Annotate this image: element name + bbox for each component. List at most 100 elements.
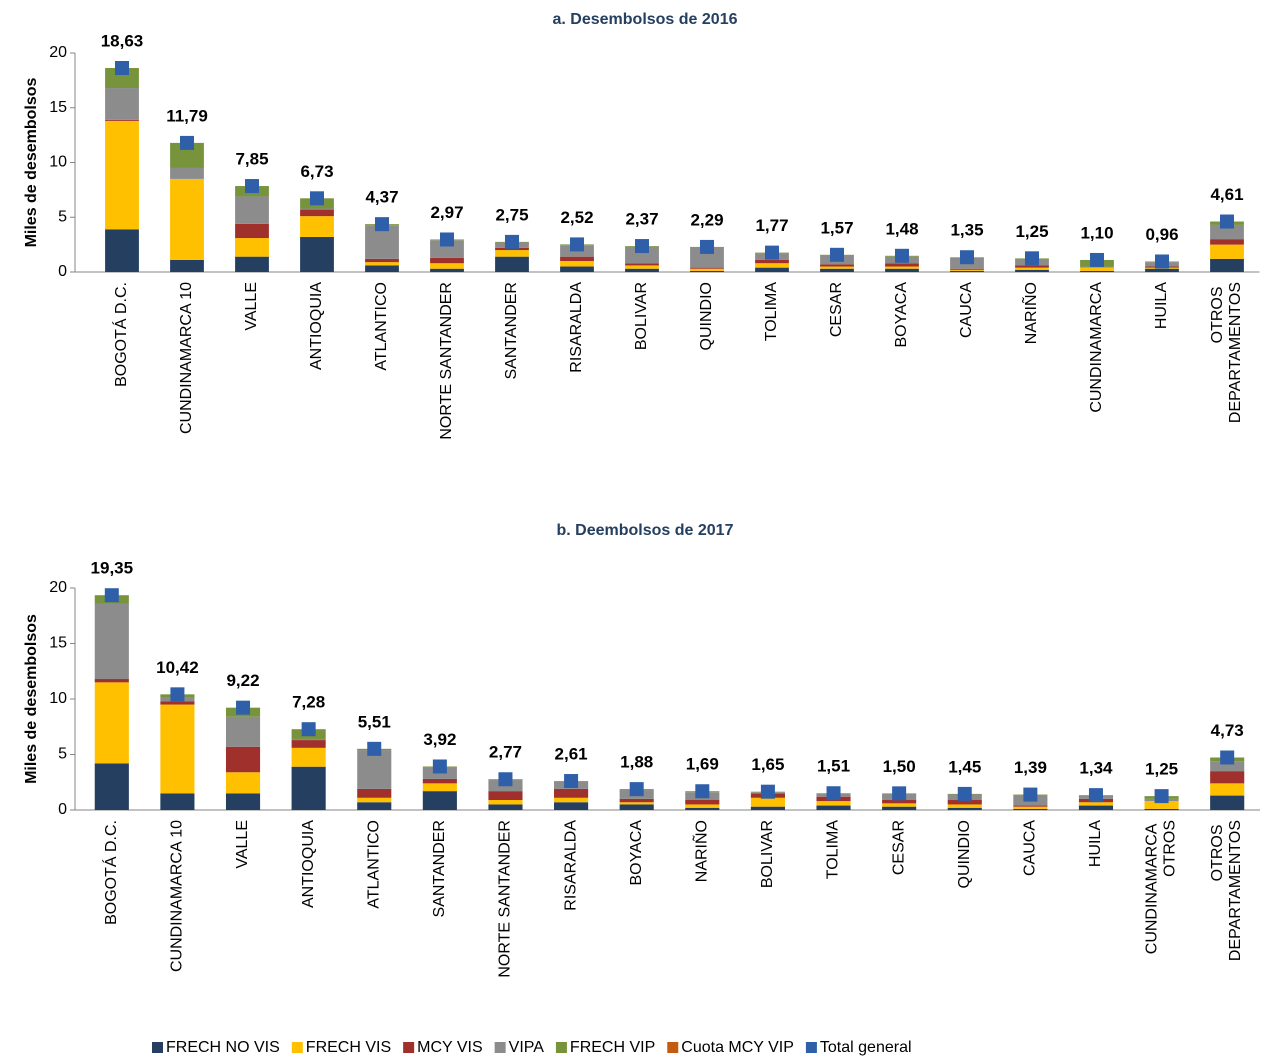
bar-segment xyxy=(1210,783,1245,796)
x-tick-label: QUINDIO xyxy=(956,820,973,888)
total-marker xyxy=(1220,214,1234,229)
bar-segment xyxy=(690,267,724,269)
y-tick-label: 0 xyxy=(58,801,67,818)
bar-segment xyxy=(619,802,654,805)
bar-segment xyxy=(1015,267,1049,270)
data-label: 1,65 xyxy=(751,755,784,774)
bar-segment xyxy=(625,265,659,269)
total-marker xyxy=(564,774,579,789)
data-label: 1,34 xyxy=(1079,759,1113,778)
data-label: 19,35 xyxy=(91,559,134,578)
y-axis-label: Miles de desembolsos xyxy=(23,614,40,784)
total-marker xyxy=(375,217,389,232)
bar-segment xyxy=(690,270,724,272)
bar-segment xyxy=(1078,805,1114,810)
x-tick-group: CUNDINAMARCA xyxy=(1088,282,1105,413)
bar-segment xyxy=(495,256,529,272)
bar-segment xyxy=(365,265,399,272)
total-marker xyxy=(1220,750,1235,765)
bar-segment xyxy=(300,208,334,210)
bar-segment xyxy=(300,209,334,217)
chart-title: b. Deembolsos de 2017 xyxy=(557,522,734,539)
y-tick-label: 0 xyxy=(58,263,67,280)
bar-segment xyxy=(560,266,594,272)
total-marker xyxy=(1025,251,1039,266)
total-marker xyxy=(440,232,454,247)
bar-segment xyxy=(750,797,785,807)
total-marker xyxy=(760,784,775,799)
x-tick-label: OTROS DEPARTAMENTOS xyxy=(1209,282,1244,423)
bar-segment xyxy=(1210,761,1245,772)
x-tick-label: CESAR xyxy=(828,282,845,337)
bar-segment xyxy=(625,268,659,272)
bar-segment xyxy=(554,797,589,803)
bar-segment xyxy=(160,704,195,794)
x-tick-group: VALLE xyxy=(243,282,260,331)
bar-segment xyxy=(1015,265,1049,268)
bar-segment xyxy=(685,800,720,805)
x-tick-label: ATLANTICO xyxy=(365,820,382,909)
y-tick-label: 5 xyxy=(58,746,67,763)
data-label: 1,39 xyxy=(1014,758,1047,777)
y-tick-label: 15 xyxy=(49,99,67,116)
total-marker xyxy=(765,245,779,260)
data-label: 1,77 xyxy=(755,216,788,235)
bar-segment xyxy=(105,68,139,89)
x-tick-label: ANTIOQUIA xyxy=(308,282,325,370)
bar-segment xyxy=(430,263,464,269)
x-tick-group: CESAR xyxy=(828,282,845,337)
x-tick-group: VALLE xyxy=(234,820,251,869)
legend-label: MCY VIS xyxy=(417,1039,483,1056)
x-tick-label: NARIÑO xyxy=(1020,282,1040,344)
bar-segment xyxy=(225,716,261,747)
y-tick-label: 20 xyxy=(49,579,67,596)
bar-segment xyxy=(947,804,982,808)
bar-segment xyxy=(619,804,654,810)
legend-swatch xyxy=(403,1042,415,1053)
bar-segment xyxy=(170,167,204,179)
legend-label: Total general xyxy=(820,1039,912,1056)
bar-segment xyxy=(947,800,982,805)
total-marker xyxy=(892,786,907,801)
x-tick-group: OTROS DEPARTAMENTOS xyxy=(1209,282,1244,423)
y-tick-label: 5 xyxy=(58,208,67,225)
bar-segment xyxy=(755,267,789,272)
x-tick-label: ATLANTICO xyxy=(373,282,390,371)
bar-segment xyxy=(690,268,724,271)
x-tick-group: NARIÑO xyxy=(1020,282,1040,344)
x-tick-label: CUNDINAMARCA 10 xyxy=(169,820,186,972)
data-label: 2,97 xyxy=(430,203,463,222)
total-marker xyxy=(695,784,710,799)
x-tick-label: CUNDINAMARCA xyxy=(1088,282,1105,413)
total-marker xyxy=(432,759,447,774)
bar-segment xyxy=(357,802,392,810)
data-label: 1,10 xyxy=(1080,223,1113,242)
x-tick-group: ANTIOQUIA xyxy=(300,820,317,908)
bar-segment xyxy=(357,797,392,803)
bar-segment xyxy=(235,196,269,224)
x-tick-group: SANTANDER xyxy=(431,820,448,918)
bar-segment xyxy=(882,803,917,807)
x-tick-label: NORTE SANTANDER xyxy=(438,282,455,440)
x-tick-label: RISARALDA xyxy=(568,282,585,373)
bar-segment xyxy=(225,746,261,773)
x-tick-label: NORTE SANTANDER xyxy=(497,820,514,978)
bar-segment xyxy=(357,750,392,789)
bar-segment xyxy=(1144,808,1179,810)
x-tick-group: CESAR xyxy=(890,820,907,875)
bar-segment xyxy=(488,791,523,801)
y-axis-label: Miles de desembolsos xyxy=(23,77,40,247)
x-tick-label: ANTIOQUIA xyxy=(300,820,317,908)
y-tick-label: 20 xyxy=(49,44,67,61)
bar-segment xyxy=(885,263,919,267)
x-tick-label: BOLIVAR xyxy=(633,282,650,350)
bar-segment xyxy=(685,807,720,810)
bar-segment xyxy=(365,262,399,266)
bar-segment xyxy=(300,216,334,237)
bar-segment xyxy=(816,801,851,806)
data-label: 4,73 xyxy=(1211,721,1244,740)
bar-segment xyxy=(950,270,984,272)
total-marker xyxy=(1023,787,1038,802)
x-tick-label: NARIÑO xyxy=(691,820,711,882)
total-marker xyxy=(236,700,251,715)
